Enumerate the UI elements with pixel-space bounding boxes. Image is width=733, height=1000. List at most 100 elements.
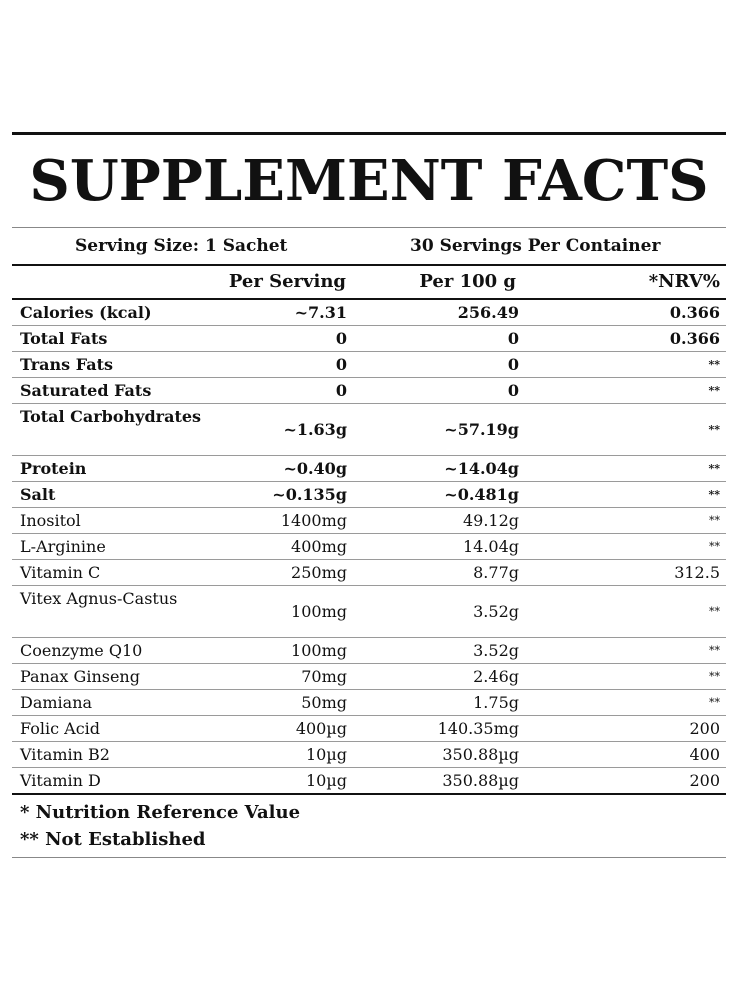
per-100g-value: ~14.04g (444, 459, 519, 478)
title-rule (12, 227, 726, 228)
per-100g-value: 0 (507, 381, 519, 400)
nrv-value: ** (708, 462, 720, 475)
per-serving-value: 250mg (291, 563, 347, 582)
table-row: Vitamin B2 10µg 350.88µg 400 (12, 742, 726, 768)
nutrient-name: Damiana (20, 693, 93, 712)
per-100g-value: ~57.19g (444, 420, 519, 439)
nutrient-name: Protein (20, 459, 87, 478)
table-row: Damiana 50mg 1.75g ** (12, 690, 726, 716)
table-top-rule (12, 298, 726, 300)
footnote-not-established: ** Not Established (20, 829, 206, 850)
nrv-value: ** (709, 605, 720, 618)
per-100g-value: 0 (507, 355, 519, 374)
nutrient-name: Vitex Agnus-Castus (20, 589, 178, 608)
table-row: Total Fats 0 0 0.366 (12, 326, 726, 352)
per-100g-value: 49.12g (462, 511, 519, 530)
nutrient-name: Total Carbohydrates (20, 407, 202, 426)
per-100g-value: 8.77g (473, 563, 519, 582)
table-row: Protein ~0.40g ~14.04g ** (12, 456, 726, 482)
per-serving-value: 50mg (301, 693, 347, 712)
per-serving-value: 400mg (291, 537, 347, 556)
column-header: Per Serving Per 100 g *NRV% (12, 266, 726, 298)
servings-per-container: 30 Servings Per Container (410, 236, 661, 256)
table-row: Calories (kcal) ~7.31 256.49 0.366 (12, 300, 726, 326)
per-serving-value: ~0.40g (283, 459, 347, 478)
per-serving-value: 70mg (301, 667, 347, 686)
nutrient-name: Vitamin C (20, 563, 101, 582)
per-serving-value: 10µg (306, 771, 347, 790)
nrv-value: 400 (689, 745, 720, 764)
table-row: Vitex Agnus-Castus 100mg 3.52g ** (12, 586, 726, 638)
footnote-rule (12, 793, 726, 795)
table-row: Coenzyme Q10 100mg 3.52g ** (12, 638, 726, 664)
table-row: Trans Fats 0 0 ** (12, 352, 726, 378)
nrv-value: ** (708, 488, 720, 501)
nutrient-name: Saturated Fats (20, 381, 152, 400)
table-row: Salt ~0.135g ~0.481g ** (12, 482, 726, 508)
per-100g-value: 3.52g (473, 641, 519, 660)
per-100g-value: 14.04g (462, 537, 519, 556)
footnotes: * Nutrition Reference Value ** Not Estab… (12, 795, 726, 857)
top-rule (12, 132, 726, 135)
col-per-serving: Per Serving (228, 271, 346, 292)
nrv-value: ** (708, 384, 720, 397)
nrv-value: ** (709, 540, 720, 553)
nutrient-name: Inositol (20, 511, 81, 530)
per-serving-value: ~0.135g (272, 485, 347, 504)
table-row: Vitamin D 10µg 350.88µg 200 (12, 768, 726, 793)
per-100g-value: 140.35mg (437, 719, 519, 738)
nrv-value: ** (708, 358, 720, 371)
col-nrv: *NRV% (648, 271, 720, 292)
table-row: Vitamin C 250mg 8.77g 312.5 (12, 560, 726, 586)
table-row: Saturated Fats 0 0 ** (12, 378, 726, 404)
nrv-value: ** (709, 644, 720, 657)
nrv-value: 200 (689, 771, 720, 790)
per-serving-value: ~1.63g (283, 420, 347, 439)
nrv-value: ** (708, 423, 720, 436)
table-row: Panax Ginseng 70mg 2.46g ** (12, 664, 726, 690)
per-100g-value: 1.75g (473, 693, 519, 712)
per-100g-value: 2.46g (473, 667, 519, 686)
per-serving-value: 0 (335, 329, 347, 348)
nutrient-name: Coenzyme Q10 (20, 641, 143, 660)
nrv-value: ** (709, 696, 720, 709)
nrv-value: 0.366 (669, 303, 720, 322)
per-100g-value: 350.88µg (442, 745, 519, 764)
nutrient-table: Calories (kcal) ~7.31 256.49 0.366 Total… (12, 300, 726, 793)
nutrient-name: Panax Ginseng (20, 667, 140, 686)
nutrient-name: L-Arginine (20, 537, 106, 556)
nutrient-name: Calories (kcal) (20, 303, 152, 322)
per-serving-value: ~7.31 (294, 303, 347, 322)
nrv-value: ** (709, 670, 720, 683)
supplement-facts-panel: SUPPLEMENT FACTS Serving Size: 1 Sachet … (12, 132, 726, 858)
panel-title: SUPPLEMENT FACTS (29, 148, 709, 214)
per-100g-value: 350.88µg (442, 771, 519, 790)
nrv-value: 200 (689, 719, 720, 738)
nrv-value: 312.5 (674, 563, 720, 582)
header-rule (12, 264, 726, 266)
per-serving-value: 10µg (306, 745, 347, 764)
per-serving-value: 0 (335, 355, 347, 374)
table-row: Total Carbohydrates ~1.63g ~57.19g ** (12, 404, 726, 456)
per-serving-value: 100mg (291, 641, 347, 660)
per-100g-value: 256.49 (457, 303, 519, 322)
bottom-rule (12, 857, 726, 858)
per-100g-value: ~0.481g (444, 485, 519, 504)
nutrient-name: Folic Acid (20, 719, 101, 738)
nrv-value: ** (709, 514, 720, 527)
nutrient-name: Vitamin B2 (20, 745, 110, 764)
nutrient-name: Vitamin D (20, 771, 101, 790)
nutrient-name: Salt (20, 485, 56, 504)
nrv-value: 0.366 (669, 329, 720, 348)
serving-info: Serving Size: 1 Sachet 30 Servings Per C… (12, 228, 726, 264)
per-serving-value: 100mg (291, 602, 347, 621)
per-serving-value: 400µg (295, 719, 347, 738)
nutrient-name: Trans Fats (20, 355, 113, 374)
table-row: Folic Acid 400µg 140.35mg 200 (12, 716, 726, 742)
table-row: Inositol 1400mg 49.12g ** (12, 508, 726, 534)
table-row: L-Arginine 400mg 14.04g ** (12, 534, 726, 560)
per-100g-value: 3.52g (473, 602, 519, 621)
serving-size: Serving Size: 1 Sachet (75, 236, 288, 256)
per-serving-value: 0 (335, 381, 347, 400)
nutrient-name: Total Fats (20, 329, 108, 348)
